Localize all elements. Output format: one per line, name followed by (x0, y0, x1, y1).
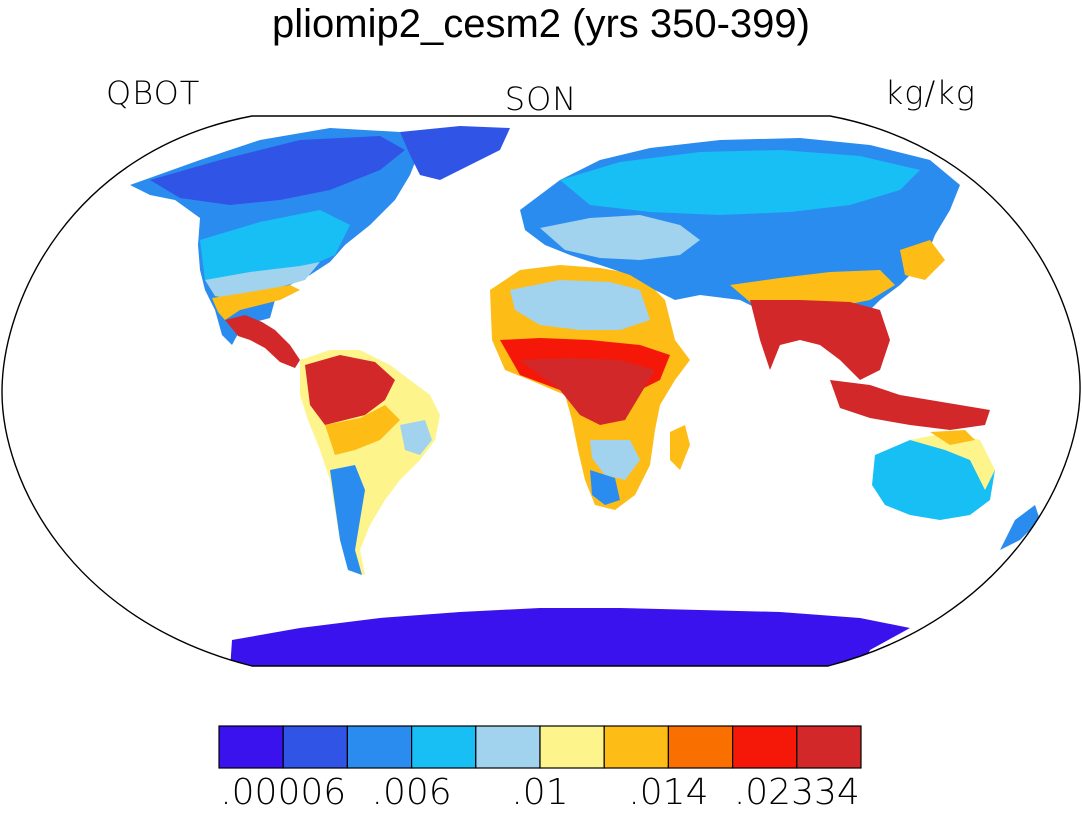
greenland (400, 126, 510, 180)
land-fill (130, 126, 1040, 666)
colorbar-swatch-1 (218, 725, 284, 769)
colorbar-tick-label: .006 (371, 772, 452, 813)
colorbar-tick-label: .01 (511, 772, 569, 813)
colorbar-swatch-5 (475, 725, 541, 769)
season-label: SON (504, 80, 578, 118)
colorbar-tick-label: .00006 (220, 772, 347, 813)
map-title: pliomip2_cesm2 (yrs 350-399) (271, 2, 810, 46)
colorbar-swatch-10 (796, 725, 862, 769)
colorbar-swatch-9 (731, 725, 798, 769)
colorbar-swatch-8 (667, 725, 734, 769)
colorbar-swatch-3 (346, 725, 413, 769)
variable-label: QBOT (106, 74, 201, 112)
colorbar-swatch-2 (282, 725, 349, 769)
colorbar-swatch-7 (603, 725, 670, 769)
colorbar-tick-label: .02334 (733, 772, 860, 813)
globe-outline (1, 115, 1081, 667)
antarctica (230, 608, 910, 666)
colorbar-tick-label: .014 (628, 772, 709, 813)
colorbar (218, 725, 862, 769)
colorbar-swatch-4 (411, 725, 477, 769)
colorbar-swatch-6 (539, 725, 605, 769)
units-label: kg/kg (884, 74, 976, 112)
